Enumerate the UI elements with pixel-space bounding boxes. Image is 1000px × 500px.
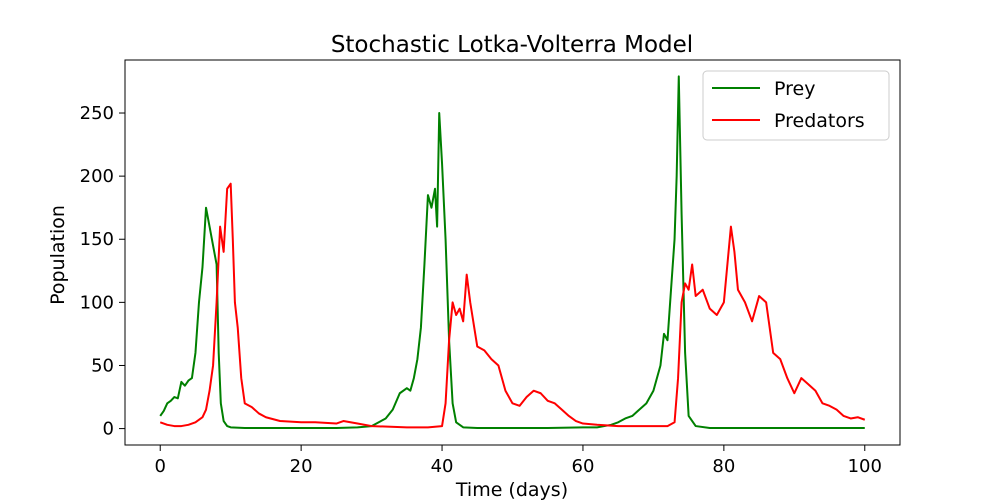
y-tick-label: 150 — [80, 229, 114, 250]
x-axis: 0 20 40 60 80 100 — [155, 445, 882, 477]
x-tick-label: 20 — [290, 456, 313, 477]
legend-label-prey: Prey — [774, 78, 815, 100]
x-tick-label: 60 — [572, 456, 595, 477]
y-tick-label: 50 — [91, 355, 114, 376]
x-axis-label: Time (days) — [455, 479, 568, 500]
x-tick-label: 80 — [712, 456, 735, 477]
series-layer — [159, 75, 866, 429]
legend: Prey Predators — [702, 70, 890, 141]
series-line-predators — [159, 182, 866, 429]
x-tick-label: 40 — [431, 456, 454, 477]
x-tick-label: 100 — [848, 456, 882, 477]
legend-label-predators: Predators — [774, 110, 865, 132]
plot-area — [124, 59, 901, 446]
chart-title: Stochastic Lotka-Volterra Model — [331, 32, 693, 58]
y-tick-label: 100 — [80, 292, 114, 313]
y-axis-label: Population — [47, 205, 69, 305]
x-tick-label: 0 — [155, 456, 166, 477]
y-tick-label: 0 — [103, 419, 114, 440]
y-tick-label: 200 — [80, 166, 114, 187]
y-axis: 0 50 100 150 200 250 — [80, 103, 125, 440]
series-line-prey — [159, 75, 865, 429]
plot-frame — [124, 59, 901, 446]
y-tick-label: 250 — [80, 103, 114, 124]
